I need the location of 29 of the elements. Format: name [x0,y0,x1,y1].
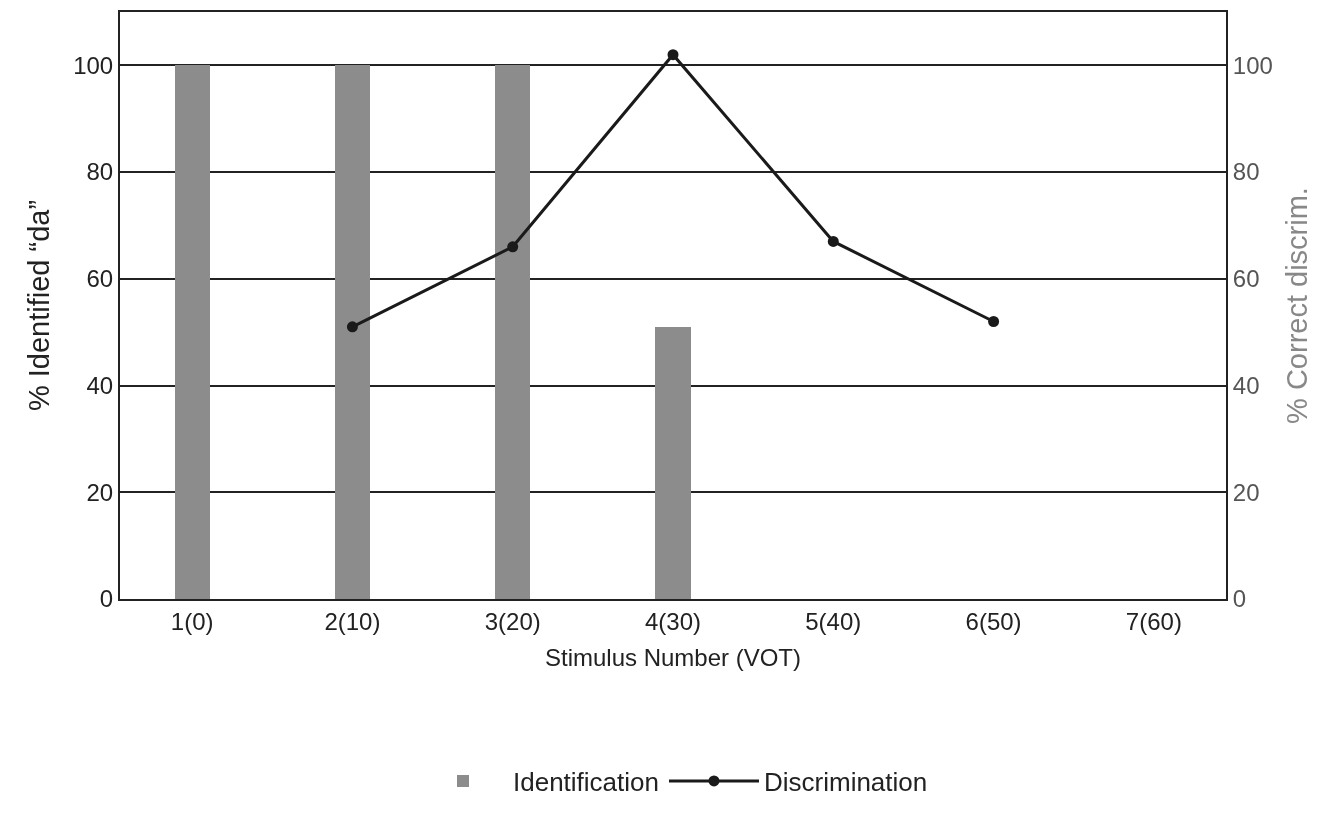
point [667,49,679,61]
legend-label: Identification [513,767,659,798]
y2-tick-label: 20 [1232,478,1260,506]
y-tick-label: 60 [86,265,114,293]
y-tick-label: 100 [73,51,114,79]
x-tick-label: 6(50) [965,607,1022,635]
y2-tick-label: 60 [1232,265,1260,293]
y2-tick-label: 100 [1232,51,1273,79]
point [346,321,358,333]
y2-axis-title: % Correct discrim. [1281,187,1314,424]
point [507,241,519,253]
y-tick-label: 20 [86,478,114,506]
x-tick-label: 4(30) [644,607,702,635]
x-tick-label: 7(60) [1125,607,1182,635]
y-tick-label: 40 [86,371,114,399]
x-tick-label: 5(40) [805,607,862,635]
point [988,316,1000,328]
y-tick-label: 0 [99,585,114,613]
y2-tick-label: 80 [1232,158,1260,186]
x-tick-label: 1(0) [170,607,214,635]
x-axis-title: Stimulus Number (VOT) [544,643,802,671]
y-tick-label: 80 [86,158,114,186]
legend-label: Discrimination [763,767,928,798]
y-axis-title: % Identified “da” [23,199,55,412]
point [827,235,839,247]
y2-tick-label: 40 [1232,371,1260,399]
x-tick-label: 2(10) [324,607,381,635]
y2-tick-label: 0 [1232,585,1247,613]
x-tick-label: 3(20) [484,607,541,635]
